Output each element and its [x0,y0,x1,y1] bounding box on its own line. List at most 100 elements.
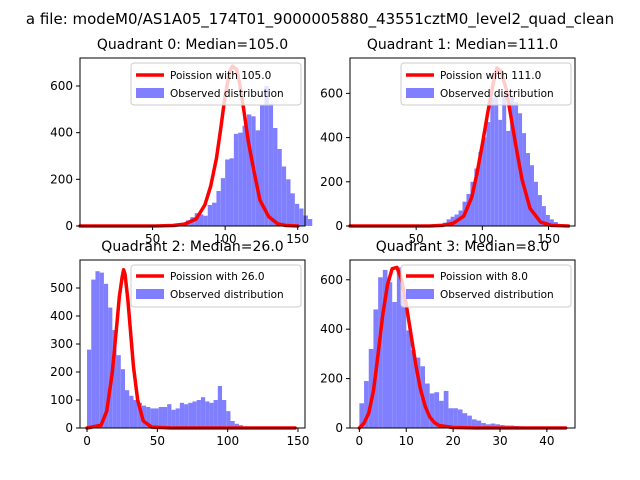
histogram-bar [541,206,546,226]
legend-frame [400,62,572,106]
histogram-bar [112,330,117,428]
histogram-bar [154,408,159,428]
histogram-bar [485,424,491,428]
y-tick-label: 600 [320,86,343,100]
histogram-bar [290,193,295,226]
y-tick-label: 400 [50,309,73,323]
histogram-bar [286,179,291,226]
histogram-bar [196,400,201,428]
x-tick-label: 150 [286,232,309,246]
y-tick-label: 200 [50,172,73,186]
legend-observed-label: Observed distribution [170,289,284,301]
histogram-bar [522,133,527,226]
histogram-bar [490,97,495,226]
histogram-bar [470,181,475,226]
histogram-bar [230,421,235,428]
histogram-bar [141,405,147,428]
histogram-bar [179,402,185,428]
histogram-bar [205,401,210,428]
histogram-bar [99,272,104,428]
x-tick-label: 50 [409,232,424,246]
histogram-bar [506,130,511,226]
histogram-bar [462,413,468,428]
x-tick-label: 40 [539,434,554,448]
y-tick-label: 600 [320,273,343,287]
axes-frame [349,57,576,227]
histogram-bar [359,403,365,428]
legend-observed-swatch [406,289,434,299]
histogram-bar [91,279,96,428]
histogram-bar [396,267,402,428]
histogram-bar [410,350,416,428]
legend-observed-label: Observed distribution [440,289,554,301]
histogram-bar [129,395,134,428]
histogram-bar [481,423,486,428]
histogram-bar [137,402,142,428]
legend-poisson-label: Poission with 26.0 [170,271,265,283]
legend-poisson-label: Poission with 105.0 [170,70,271,82]
histogram-bar [387,282,393,428]
histogram-bar [448,408,454,428]
histogram-bar [209,402,214,428]
poisson-curve [357,265,568,430]
histogram-bar [199,214,204,226]
legend-frame [130,62,302,106]
histogram-bar [273,128,278,226]
panel-title: Quadrant 1: Median=111.0 [367,37,558,53]
histogram-bar [192,401,197,428]
histogram-bar [188,402,193,428]
histogram-bar [453,408,458,428]
histogram-bar [510,95,515,226]
histogram-bar [368,348,374,428]
histogram-bar [171,409,176,428]
x-tick-label: 150 [537,232,560,246]
x-tick-label: 50 [145,232,160,246]
histogram-bar [203,215,208,226]
histogram-bar [207,205,213,226]
x-tick-label: 0 [83,434,91,448]
x-tick-label: 30 [492,434,507,448]
poisson-curve [85,268,297,430]
histogram-bar [299,208,304,226]
histogram-bar [233,133,239,226]
panel-quadrant-0: Quadrant 0: Median=105.0 50 100 150 0 200 400… [50,37,313,246]
x-tick-label: 100 [214,232,237,246]
histogram-bar [260,104,265,226]
histogram-bar [307,219,313,226]
histogram-bar [303,215,308,226]
histogram-bar [474,168,479,226]
y-tick-label: 0 [65,421,73,435]
plot-area: 0 50 100 150 0 100 200 300 400 500 [50,259,309,448]
y-tick-label: 100 [50,393,73,407]
legend: Poission with 8.0 Observed distribution [400,264,572,308]
x-tick-label: 20 [445,434,460,448]
histogram-bar [268,103,274,226]
histogram-bar [222,400,227,428]
histogram-bar [184,404,189,428]
x-tick-label: 100 [471,232,494,246]
histogram-bar [478,151,483,226]
x-tick-label: 0 [356,434,364,448]
histogram-bar [434,392,440,428]
legend-poisson-label: Poission with 8.0 [440,271,528,283]
histogram-bar [392,302,397,428]
histogram-bar [457,409,463,428]
legend-frame [400,264,572,308]
legend-frame [130,264,302,308]
y-tick-label: 400 [50,126,73,140]
histogram-bar [498,119,503,226]
histogram-bar [162,407,168,428]
legend-observed-label: Observed distribution [170,88,284,100]
histogram-bar [103,283,109,428]
x-tick-label: 50 [150,434,165,448]
histogram-bar [533,181,538,226]
histogram-bar [200,397,206,428]
axes-frame [79,57,306,227]
histogram-bar [382,269,388,428]
histogram-bar [294,203,300,226]
histogram-bar [120,369,125,428]
legend-observed-swatch [406,88,434,98]
histogram-bar [466,193,471,226]
histogram-bar [450,216,455,226]
